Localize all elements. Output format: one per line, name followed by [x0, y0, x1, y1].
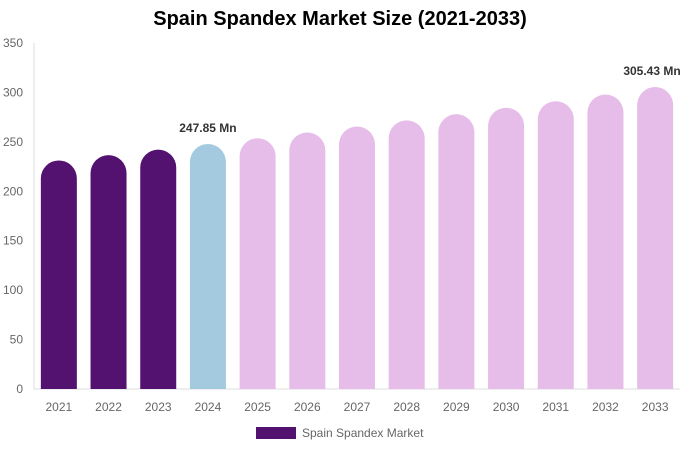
bar-2026 [289, 132, 326, 390]
bar-2032 [587, 94, 624, 389]
x-tick-label: 2023 [145, 400, 172, 414]
x-tick-label: 2026 [294, 400, 321, 414]
y-tick-label: 350 [3, 36, 23, 50]
x-tick-label: 2032 [592, 400, 619, 414]
legend[interactable]: Spain Spandex Market [256, 426, 423, 440]
x-tick-label: 2025 [244, 400, 271, 414]
bar-2027 [339, 126, 375, 389]
x-tick-label: 2022 [95, 400, 122, 414]
y-tick-label: 150 [3, 234, 23, 248]
legend-swatch [256, 427, 296, 439]
bar-2028 [388, 120, 425, 389]
y-tick-label: 200 [3, 184, 23, 198]
bar-2024 [189, 143, 226, 389]
x-tick-label: 2021 [45, 400, 72, 414]
bar-2029 [438, 114, 475, 390]
bar-2021 [40, 160, 77, 389]
x-tick-label: 2031 [542, 400, 569, 414]
bar-2033 [637, 87, 674, 389]
x-tick-label: 2027 [344, 400, 371, 414]
bar-2031 [537, 101, 574, 389]
x-tick-label: 2029 [443, 400, 470, 414]
y-tick-label: 300 [3, 85, 23, 99]
x-tick-label: 2033 [642, 400, 669, 414]
bar-2023 [140, 149, 177, 389]
x-tick-label: 2024 [195, 400, 222, 414]
y-tick-label: 250 [3, 135, 23, 149]
legend-label: Spain Spandex Market [302, 426, 424, 440]
bar-2022 [90, 155, 127, 389]
y-tick-label: 50 [10, 333, 24, 347]
x-tick-label: 2028 [393, 400, 420, 414]
bar-2030 [488, 107, 525, 390]
chart-title: Spain Spandex Market Size (2021-2033) [153, 8, 527, 30]
bar-2025 [239, 138, 276, 389]
y-tick-label: 100 [3, 283, 23, 297]
y-tick-label: 0 [16, 382, 23, 396]
data-label: 305.43 Mn [623, 64, 680, 78]
x-tick-label: 2030 [493, 400, 520, 414]
data-label: 247.85 Mn [179, 121, 236, 135]
